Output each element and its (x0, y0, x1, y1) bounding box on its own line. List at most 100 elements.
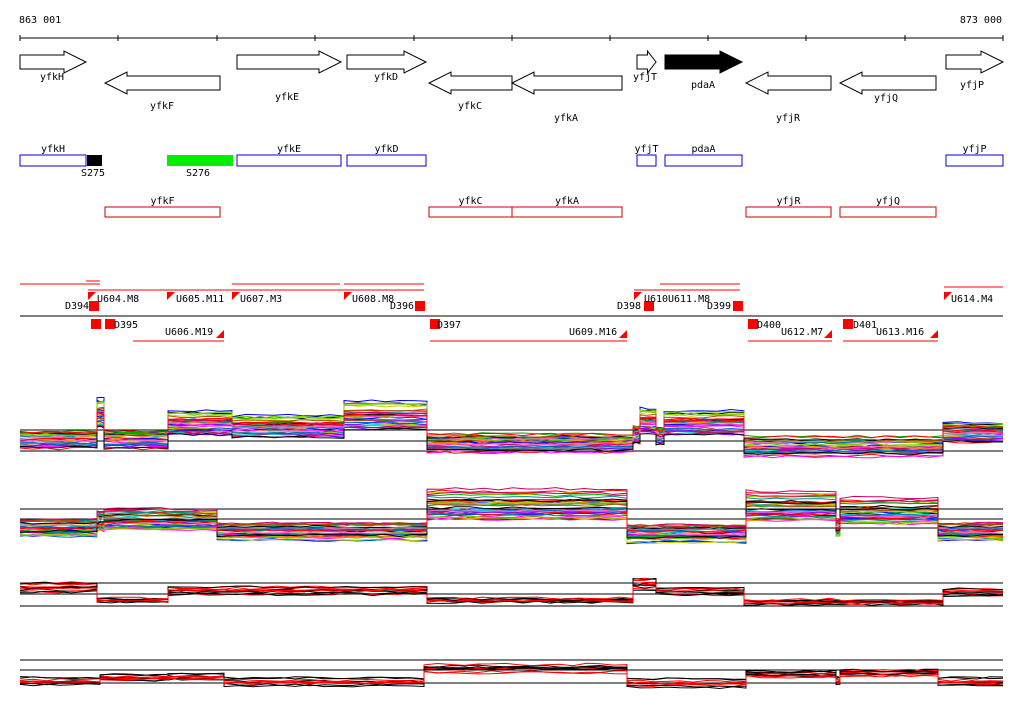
gene-arrow-shape (636, 49, 657, 75)
gene-arrow-track: yfkH yfkF yfkE yfkD yfkC yfkA yfjT pdaA yfjR yfjQ… (19, 49, 1005, 124)
coord-end: 873 000 (960, 15, 1002, 26)
forward-box-label: yfjP (962, 144, 986, 155)
segment-start-flag (634, 292, 642, 300)
gene-arrow-label: yfkA (554, 113, 578, 124)
segment-end-flag (216, 330, 224, 338)
forward-box-label: yfkE (277, 144, 301, 155)
profile-line (19, 425, 1004, 455)
segment-label-bottom: U613.M16 (876, 327, 924, 338)
gene-arrow-label: yfjR (776, 113, 801, 124)
gene-arrow-yfjp: yfjP (945, 50, 1005, 91)
gene-arrow-shape (945, 50, 1005, 74)
gene-arrow-shape (838, 71, 937, 95)
forward-box-yfjt: yfjT (634, 144, 659, 167)
segment-marker (748, 319, 758, 329)
gene-arrow-yfkd: yfkD (346, 50, 428, 83)
forward-box-rect (346, 154, 427, 167)
coord-start: 863 001 (19, 15, 61, 26)
s276-label: S276 (186, 168, 210, 179)
profile-line (19, 411, 1004, 439)
gene-arrow-yfke: yfkE (236, 50, 343, 103)
forward-strand-summary-panel (19, 577, 1004, 607)
segment-label-top: U611.M8 (668, 294, 710, 305)
coordinate-ruler: 863 001 873 000 (19, 15, 1004, 41)
segment-marker (733, 301, 743, 311)
reverse-box-yfka: yfkA (511, 196, 623, 218)
segment-marker (430, 319, 440, 329)
forward-box-yfkh: yfkH (19, 144, 87, 167)
profile-line (19, 406, 1004, 443)
segment-label-top: U604.M8 (97, 294, 139, 305)
segment-start-flag (167, 292, 175, 300)
gene-arrow-yfjt: yfjT (633, 49, 657, 83)
reverse-box-label: yfjR (776, 196, 801, 207)
gene-arrow-yfka: yfkA (510, 71, 623, 124)
reverse-box-yfkf: yfkF (104, 196, 221, 218)
forward-box-label: pdaA (691, 144, 715, 155)
forward-box-label: yfkH (41, 144, 65, 155)
gene-arrow-label: yfkF (150, 101, 174, 112)
gene-arrow-yfjr: yfjR (744, 71, 832, 124)
reverse-box-rect (428, 206, 513, 218)
gene-arrow-label: pdaA (691, 80, 715, 91)
profile-line (19, 419, 1004, 453)
gene-arrow-label: yfkE (275, 92, 299, 103)
segment-label-bottom: D401 (853, 320, 877, 331)
segment-start-flag (232, 292, 240, 300)
forward-box-yfke: yfkE (236, 144, 342, 167)
segment-label-bottom: U612.M7 (781, 327, 823, 338)
gene-arrow-shape (510, 71, 623, 95)
forward-box-yfjp: yfjP (945, 144, 1004, 167)
segment-label-bottom: U609.M16 (569, 327, 617, 338)
s276-feature (167, 155, 233, 166)
reverse-box-label: yfjQ (876, 196, 900, 207)
ruler-ticks (19, 35, 1004, 41)
reverse-gene-boxes: yfkF yfkC yfkA yfjR yfjQ (104, 196, 937, 218)
reverse-strand-summary-panel (19, 659, 1004, 690)
gene-arrow-label: yfkD (374, 72, 398, 83)
segment-label-bottom: D395 (114, 320, 138, 331)
segment-label-top: U605.M11 (176, 294, 224, 305)
s275-label: S275 (81, 168, 105, 179)
gene-arrow-yfkf: yfkF (103, 71, 221, 112)
gene-arrow-shape (427, 71, 513, 95)
gene-arrow-label: yfjP (960, 80, 984, 91)
reverse-box-label: yfkC (458, 196, 482, 207)
gene-arrow-yfkh: yfkH (19, 50, 88, 83)
reverse-box-rect (104, 206, 221, 218)
segment-start-flag (944, 292, 952, 300)
gene-arrow-shape (236, 50, 343, 74)
segment-end-flag (930, 330, 938, 338)
segment-label-top: D394 (65, 301, 89, 312)
profile-line (19, 411, 1004, 444)
profile-line (19, 577, 1004, 603)
segment-label-bottom: D400 (757, 320, 781, 331)
segment-label-bottom: U606.M19 (165, 327, 213, 338)
forward-strand-profiles-panel (19, 396, 1004, 459)
expression-profiles (19, 396, 1004, 690)
small-features: S275 S276 (81, 155, 233, 179)
forward-box-rect (636, 154, 657, 167)
reverse-box-yfjr: yfjR (745, 196, 832, 218)
segment-lines (20, 280, 1003, 342)
segment-start-flag (344, 292, 352, 300)
reverse-box-label: yfkA (555, 196, 579, 207)
forward-box-rect (236, 154, 342, 167)
gene-arrow-label: yfjQ (874, 93, 898, 104)
forward-box-label: yfjT (634, 144, 658, 155)
gene-arrow-yfjq: yfjQ (838, 71, 937, 104)
forward-gene-boxes: yfkH yfkE yfkD yfjT pdaA yfjP (19, 144, 1004, 167)
profile-line (19, 583, 1004, 602)
gene-arrow-label: yfjT (633, 72, 657, 83)
segment-end-flag (824, 330, 832, 338)
segment-label-bottom: D397 (437, 320, 461, 331)
forward-box-rect (19, 154, 87, 167)
segment-label-top: D396 (390, 301, 414, 312)
forward-box-rect (945, 154, 1004, 167)
segment-marker (415, 301, 425, 311)
gene-arrow-label: yfkH (40, 72, 64, 83)
segment-marker (843, 319, 853, 329)
